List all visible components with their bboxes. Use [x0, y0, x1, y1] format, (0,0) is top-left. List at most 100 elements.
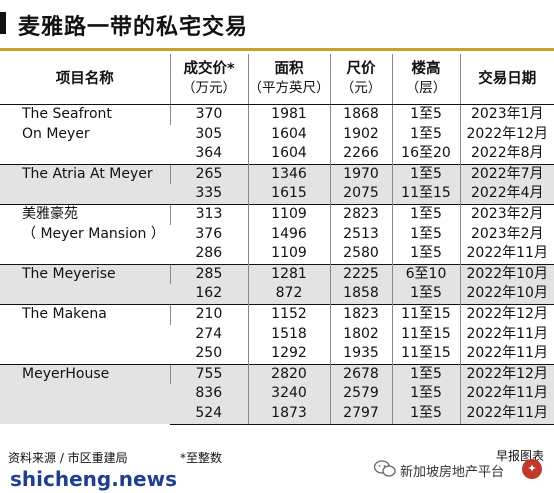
price-cell: 305 — [195, 125, 223, 142]
table-row: 364 1604 2266 16至20 2022年8月 — [0, 144, 554, 165]
wechat-icon — [374, 460, 396, 477]
header-floor: 楼高 （层） — [391, 54, 460, 105]
area-cell: 1981 — [247, 104, 330, 125]
price-cell: 524 — [170, 403, 248, 425]
table-row: 305 1604 1902 1至5 2022年12月 — [0, 124, 554, 145]
header-project-name: 项目名称 — [0, 54, 170, 105]
title-marker — [0, 12, 6, 34]
project-name-cell: MeyerHouse — [0, 363, 170, 424]
psf-cell: 1823 — [329, 303, 392, 325]
price-cell: 376 — [195, 225, 223, 242]
psf-cell: 2678 — [329, 363, 392, 385]
table-row: 美雅豪苑 （ Meyer Mansion ） 313 1109 2823 1至5 2023… — [0, 203, 554, 265]
area-cell: 3240 — [247, 384, 330, 404]
table-row: The Seafront On Meyer 370 1981 1868 1至5 2023年… — [0, 104, 554, 142]
floor-cell: 1至5 — [391, 163, 460, 185]
header-date: 交易日期 — [459, 54, 554, 105]
psf-cell: 2580 — [329, 244, 392, 265]
page-title: 麦雅路一带的私宅交易 — [18, 15, 249, 40]
floor-cell: 1至5 — [391, 124, 460, 145]
floor-cell: 1至5 — [391, 224, 460, 245]
table-row: 286 1109 2580 1至5 2022年11月 — [0, 244, 554, 265]
date-cell: 2022年12月 — [459, 303, 554, 325]
area-cell: 1292 — [247, 344, 330, 365]
table-row: 335 1615 2075 11至15 2022年4月 — [0, 184, 554, 205]
date-cell: 2022年11月 — [459, 384, 554, 404]
project-name-cell: The Seafront On Meyer — [22, 106, 112, 142]
floor-cell: 16至20 — [391, 144, 460, 165]
date-cell: 2022年11月 — [459, 403, 554, 425]
project-name-cell: 美雅豪苑 （ Meyer Mansion ） — [0, 203, 170, 265]
area-cell: 1281 — [247, 263, 330, 285]
table-row: The Atria At Meyer 265 1346 1970 1至5 2022年7月 — [0, 163, 554, 205]
date-cell: 2023年2月 — [459, 203, 554, 225]
header-psf: 尺价 （元） — [329, 54, 392, 105]
table-row: 162 872 1858 1至5 2022年10月 — [0, 284, 554, 305]
table-row: 274 1518 1802 11至15 2022年11月 — [0, 324, 554, 345]
table-row: 376 1496 2513 1至5 2023年2月 — [0, 224, 554, 245]
date-cell: 2022年11月 — [459, 324, 554, 345]
area-cell: 1518 — [247, 324, 330, 345]
price-cell: 364 — [195, 145, 223, 162]
price-cell: 286 — [195, 245, 223, 262]
floor-cell: 1至5 — [391, 363, 460, 385]
floor-cell: 11至15 — [391, 344, 460, 365]
project-name-cell: The Makena — [0, 303, 170, 365]
date-cell: 2022年10月 — [459, 284, 554, 305]
floor-cell: 1至5 — [391, 104, 460, 125]
table-row: 250 1292 1935 11至15 2022年11月 — [0, 344, 554, 365]
header-area: 面积 （平方英尺） — [247, 54, 330, 105]
price-cell: 285 — [169, 263, 248, 285]
price-cell: 370 — [169, 104, 248, 125]
floor-cell: 11至15 — [391, 303, 460, 325]
date-cell: 2022年10月 — [459, 263, 554, 285]
floor-cell: 1至5 — [391, 244, 460, 265]
floor-cell: 1至5 — [391, 203, 460, 225]
psf-cell: 2579 — [329, 384, 392, 404]
psf-cell: 1970 — [329, 163, 392, 185]
area-cell: 1604 — [247, 124, 330, 145]
date-cell: 2022年12月 — [459, 363, 554, 385]
area-cell: 1873 — [247, 403, 330, 425]
transactions-table: 项目名称 成交价* （万元） 面积 （平方英尺） 尺价 （元） 楼高 （层） 交易日期 … — [0, 54, 554, 425]
footer: 资料来源 / 市区重建局 *至整数 早报图表 shicheng.news 新加坡… — [0, 447, 554, 493]
date-cell: 2022年11月 — [459, 344, 554, 365]
area-cell: 1109 — [247, 244, 330, 265]
psf-cell: 1935 — [329, 344, 392, 365]
price-cell: 265 — [169, 163, 248, 185]
area-cell: 1346 — [247, 163, 330, 185]
psf-cell: 2823 — [329, 203, 392, 225]
date-cell: 2022年4月 — [459, 184, 554, 205]
project-name-cell: The Meyerise — [0, 263, 170, 305]
psf-cell: 2513 — [329, 224, 392, 245]
area-cell: 1615 — [247, 184, 330, 205]
date-cell: 2023年2月 — [459, 224, 554, 245]
date-cell: 2022年12月 — [459, 124, 554, 145]
table-row: 524 1873 2797 1至5 2022年11月 — [0, 403, 554, 425]
date-cell: 2023年1月 — [459, 104, 554, 125]
area-cell: 1496 — [247, 224, 330, 245]
price-cell: 274 — [195, 325, 223, 342]
header-price: 成交价* （万元） — [169, 54, 248, 105]
source-note: 资料来源 / 市区重建局 — [8, 451, 128, 465]
table-header-row: 项目名称 成交价* （万元） 面积 （平方英尺） 尺价 （元） 楼高 （层） 交易日期 — [0, 54, 554, 105]
psf-cell: 2225 — [329, 263, 392, 285]
floor-cell: 11至15 — [391, 184, 460, 205]
project-name-cell: The Atria At Meyer — [0, 163, 170, 205]
table-row: The Meyerise 285 1281 2225 6至10 2022年10月 — [0, 263, 554, 305]
psf-cell: 1858 — [329, 284, 392, 305]
psf-cell: 2797 — [329, 403, 392, 425]
floor-cell: 11至15 — [391, 324, 460, 345]
floor-cell: 6至10 — [391, 263, 460, 285]
area-cell: 1604 — [247, 144, 330, 165]
price-cell: 836 — [170, 384, 248, 404]
table-row: MeyerHouse 755 2820 2678 1至5 2022年12月 — [0, 363, 554, 424]
wechat-account-label: 新加坡房地产平台 — [400, 465, 505, 480]
accent-divider — [0, 48, 554, 51]
date-cell: 2022年7月 — [459, 163, 554, 185]
watermark: shicheng.news — [10, 467, 177, 491]
area-cell: 872 — [247, 284, 330, 305]
psf-cell: 1802 — [329, 324, 392, 345]
date-cell: 2022年8月 — [459, 144, 554, 165]
date-cell: 2022年11月 — [459, 244, 554, 265]
